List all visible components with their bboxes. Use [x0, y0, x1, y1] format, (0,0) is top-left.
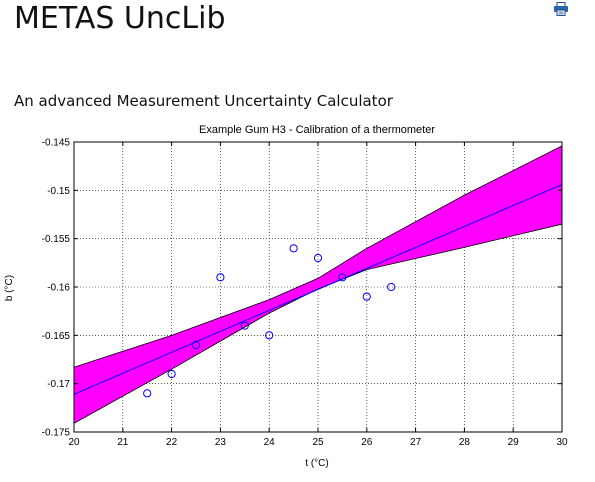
y-tick-label: -0.155 [42, 234, 71, 245]
y-tick-label: -0.16 [47, 283, 70, 294]
data-point [313, 253, 323, 263]
chart-title: Example Gum H3 - Calibration of a thermo… [199, 124, 435, 136]
x-tick-label: 24 [264, 437, 276, 448]
x-tick-label: 20 [68, 437, 80, 448]
x-tick-label: 27 [410, 437, 422, 448]
data-point [387, 282, 396, 292]
chart-svg: Example Gum H3 - Calibration of a thermo… [4, 124, 568, 469]
fit-line [73, 184, 563, 395]
x-tick-label: 26 [361, 437, 373, 448]
page-subtitle: An advanced Measurement Uncertainty Calc… [14, 92, 393, 110]
site-title: METAS UncLib [14, 1, 226, 36]
y-tick-label: -0.145 [42, 138, 71, 149]
print-icon [554, 2, 568, 16]
x-tick-label: 29 [508, 437, 520, 448]
data-point [143, 389, 152, 398]
x-tick-label: 22 [166, 437, 178, 448]
data-point [240, 321, 249, 330]
data-point [167, 369, 176, 379]
y-axis: -0.175 -0.17 -0.165 -0.16 -0.155 -0.15 -0.145 [42, 138, 562, 439]
print-button[interactable] [553, 2, 569, 16]
y-axis-label: b (°C) [4, 275, 15, 301]
x-tick-label: 25 [312, 437, 324, 448]
x-tick-label: 21 [117, 437, 129, 448]
data-point [289, 244, 298, 253]
chart-grid [74, 142, 562, 432]
data-point [191, 340, 201, 350]
data-point [362, 292, 371, 301]
data-point [265, 331, 274, 340]
x-axis: 20 21 22 23 24 25 26 27 28 29 30 [68, 142, 568, 448]
data-points [143, 244, 396, 398]
chart-figure: Example Gum H3 - Calibration of a thermo… [0, 118, 595, 477]
y-tick-label: -0.17 [47, 379, 70, 390]
x-tick-label: 30 [556, 437, 568, 448]
x-tick-label: 23 [215, 437, 227, 448]
y-tick-label: -0.175 [42, 428, 71, 439]
y-tick-label: -0.165 [42, 331, 71, 342]
x-tick-label: 28 [459, 437, 471, 448]
data-point [216, 273, 225, 282]
data-point [338, 273, 347, 282]
y-tick-label: -0.15 [47, 186, 70, 197]
x-axis-label: t (°C) [305, 458, 328, 469]
